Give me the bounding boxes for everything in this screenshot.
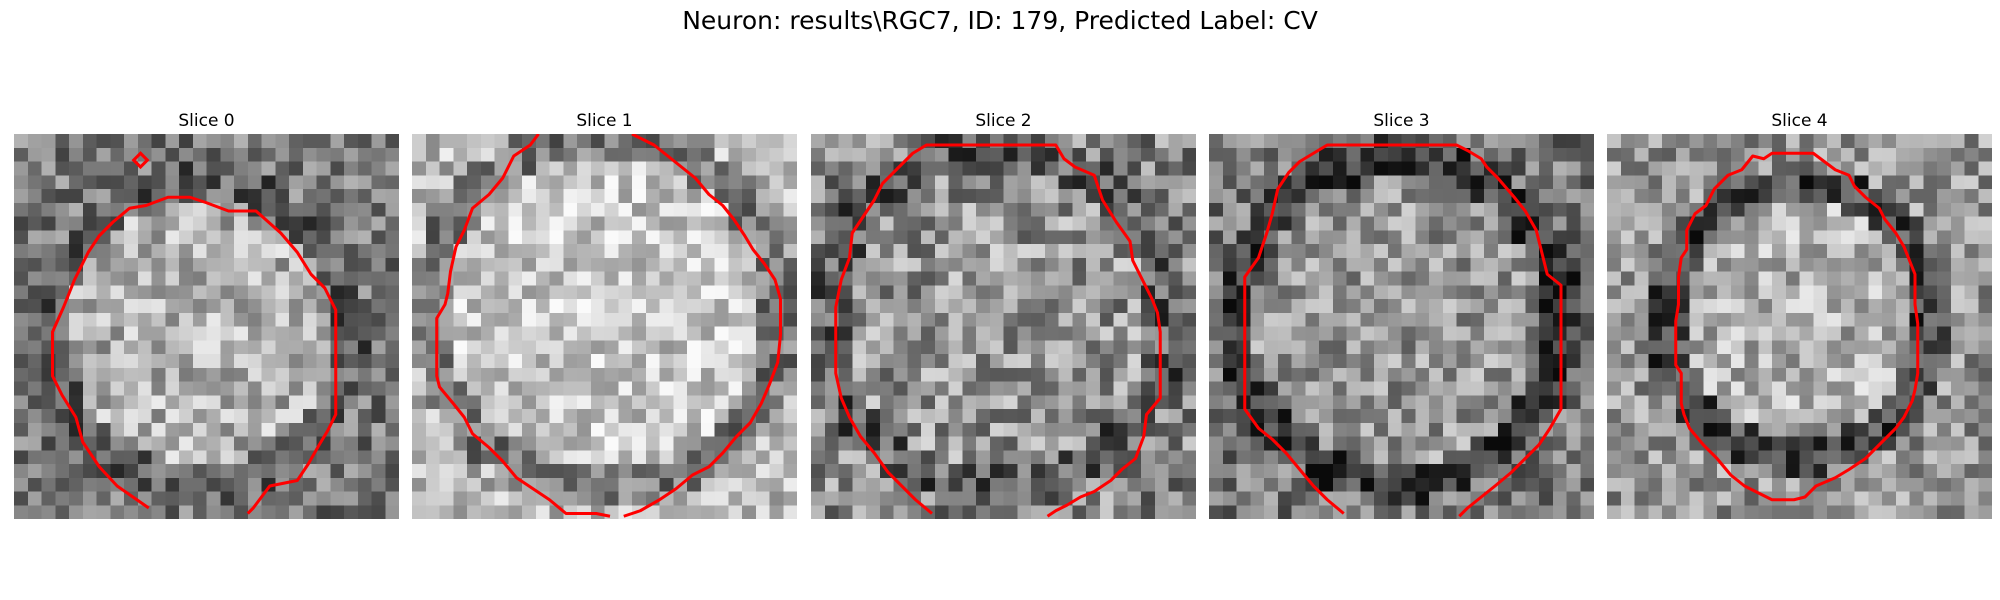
contour-0-speck (131, 151, 150, 170)
slice-image-1 (412, 134, 797, 519)
contour-0 (50, 195, 338, 515)
contour-2 (834, 143, 1162, 518)
slice-image-3 (1209, 134, 1594, 519)
contour-1 (435, 134, 783, 518)
slice-image-2 (811, 134, 1196, 519)
slice-panel-4: Slice 4 (1607, 108, 1992, 519)
slice-title-4: Slice 4 (1771, 111, 1828, 131)
slice-panel-0: Slice 0 (14, 108, 399, 519)
contour-3 (1243, 143, 1563, 518)
slice-title-0: Slice 0 (178, 111, 235, 131)
slice-image-0 (14, 134, 399, 519)
slice-title-2: Slice 2 (975, 111, 1032, 131)
contour-4 (1674, 151, 1920, 502)
slice-title-1: Slice 1 (576, 111, 633, 131)
slice-panel-3: Slice 3 (1209, 108, 1594, 519)
slice-image-4 (1607, 134, 1992, 519)
slice-title-3: Slice 3 (1373, 111, 1430, 131)
slice-panel-2: Slice 2 (811, 108, 1196, 519)
figure-title: Neuron: results\RGC7, ID: 179, Predicted… (682, 6, 1318, 35)
slice-panel-1: Slice 1 (412, 108, 797, 519)
